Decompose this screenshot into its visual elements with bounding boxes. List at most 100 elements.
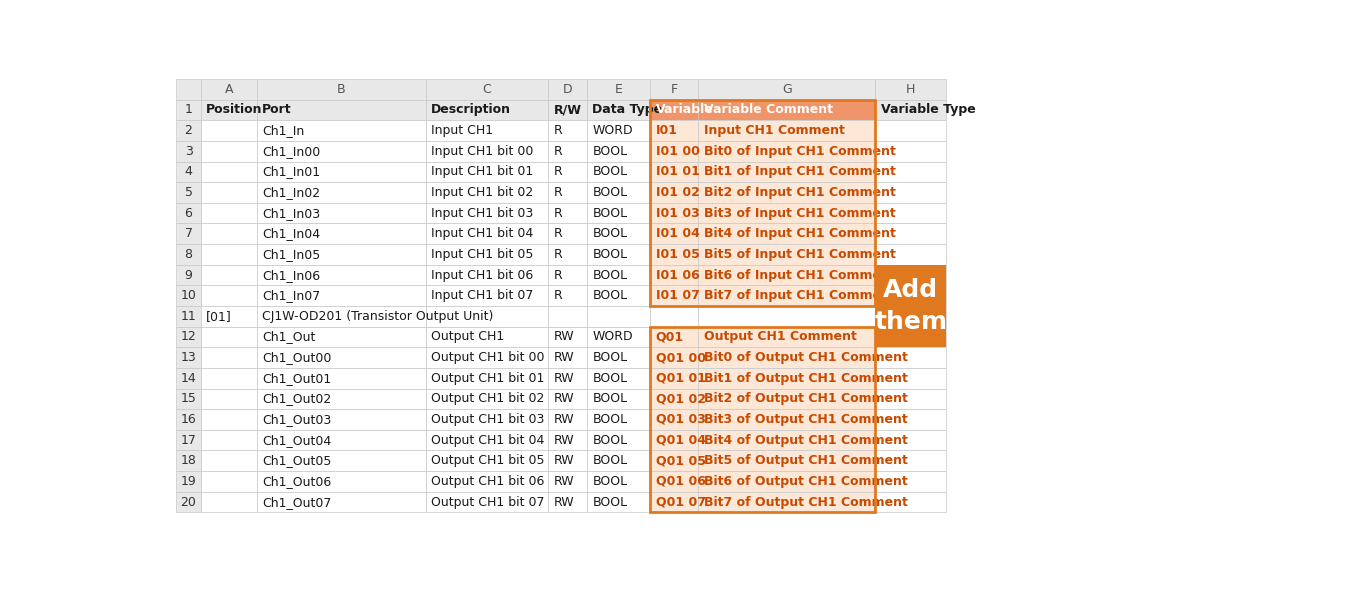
Text: RW: RW	[554, 495, 574, 509]
Text: BOOL: BOOL	[593, 351, 628, 364]
Bar	[548, 347, 587, 368]
Bar	[699, 430, 876, 450]
Text: Bit4 of Input CH1 Comment: Bit4 of Input CH1 Comment	[704, 227, 896, 240]
Bar	[699, 388, 876, 409]
Text: 9: 9	[185, 268, 193, 282]
Bar	[651, 285, 699, 306]
Bar	[876, 327, 947, 347]
Text: Bit2 of Output CH1 Comment: Bit2 of Output CH1 Comment	[704, 392, 908, 405]
Text: B: B	[337, 83, 346, 96]
Text: I01 06: I01 06	[656, 268, 699, 282]
Bar	[699, 100, 876, 120]
Bar	[651, 347, 699, 368]
Bar	[876, 265, 947, 285]
Text: Bit7 of Input CH1 Comment: Bit7 of Input CH1 Comment	[704, 289, 896, 302]
Text: 2: 2	[185, 124, 193, 137]
Bar	[201, 430, 257, 450]
Text: Data Type: Data Type	[593, 103, 663, 117]
Bar	[587, 203, 651, 223]
Text: 16: 16	[180, 413, 197, 426]
Bar	[548, 306, 587, 327]
Text: Output CH1 bit 06: Output CH1 bit 06	[431, 475, 544, 488]
Text: Bit6 of Input CH1 Comment: Bit6 of Input CH1 Comment	[704, 268, 896, 282]
Bar	[176, 347, 201, 368]
Text: Q01 02: Q01 02	[656, 392, 706, 405]
Bar	[257, 409, 426, 430]
Text: Bit3 of Output CH1 Comment: Bit3 of Output CH1 Comment	[704, 413, 908, 426]
Bar	[876, 388, 947, 409]
Text: Output CH1 bit 04: Output CH1 bit 04	[431, 433, 544, 447]
Text: Ch1_Out07: Ch1_Out07	[263, 495, 331, 509]
Bar	[548, 409, 587, 430]
Bar	[699, 450, 876, 471]
Bar	[426, 409, 548, 430]
Text: Bit0 of Input CH1 Comment: Bit0 of Input CH1 Comment	[704, 144, 896, 158]
Bar	[548, 79, 587, 100]
Bar	[201, 347, 257, 368]
Bar	[876, 161, 947, 182]
Bar	[876, 244, 947, 265]
Text: R: R	[554, 248, 562, 261]
Text: BOOL: BOOL	[593, 144, 628, 158]
Bar	[876, 120, 947, 141]
Bar	[651, 388, 699, 409]
Bar	[651, 450, 699, 471]
Bar	[876, 471, 947, 492]
Bar	[176, 471, 201, 492]
Bar	[201, 203, 257, 223]
Bar	[651, 327, 876, 512]
Bar	[651, 265, 699, 285]
Bar	[699, 141, 876, 161]
Text: RW: RW	[554, 330, 574, 344]
Text: I01 04: I01 04	[656, 227, 699, 240]
Bar	[201, 265, 257, 285]
Bar	[426, 430, 548, 450]
Bar	[426, 141, 548, 161]
Text: I01: I01	[656, 124, 678, 137]
Text: R: R	[554, 268, 562, 282]
Text: RW: RW	[554, 454, 574, 467]
Bar	[201, 100, 257, 120]
Bar	[426, 327, 548, 347]
Bar	[587, 492, 651, 512]
Bar	[548, 285, 587, 306]
Text: RW: RW	[554, 351, 574, 364]
Bar	[176, 327, 201, 347]
Text: R: R	[554, 227, 562, 240]
Text: Bit7 of Output CH1 Comment: Bit7 of Output CH1 Comment	[704, 495, 908, 509]
Text: Bit4 of Output CH1 Comment: Bit4 of Output CH1 Comment	[704, 433, 908, 447]
Text: Input CH1 bit 00: Input CH1 bit 00	[431, 144, 533, 158]
Bar	[651, 368, 699, 388]
Text: H: H	[907, 83, 916, 96]
Text: BOOL: BOOL	[593, 186, 628, 199]
Text: BOOL: BOOL	[593, 289, 628, 302]
Text: Description: Description	[431, 103, 511, 117]
Bar	[699, 306, 876, 327]
Bar	[699, 285, 876, 306]
Bar	[587, 327, 651, 347]
Text: Ch1_In04: Ch1_In04	[263, 227, 321, 240]
Bar	[426, 450, 548, 471]
Bar	[548, 161, 587, 182]
Bar	[176, 368, 201, 388]
Text: R: R	[554, 165, 562, 178]
Bar	[201, 492, 257, 512]
Text: Q01 05: Q01 05	[656, 454, 706, 467]
Bar	[548, 450, 587, 471]
Bar	[876, 182, 947, 203]
Text: Q01: Q01	[656, 330, 684, 344]
Bar	[426, 161, 548, 182]
Bar	[876, 79, 947, 100]
Text: [01]: [01]	[206, 310, 232, 323]
Bar	[257, 203, 426, 223]
Text: 4: 4	[185, 165, 193, 178]
Bar	[699, 79, 876, 100]
Bar	[548, 223, 587, 244]
Text: R: R	[554, 144, 562, 158]
Bar	[201, 471, 257, 492]
Bar	[699, 223, 876, 244]
Text: RW: RW	[554, 433, 574, 447]
Bar	[257, 100, 426, 120]
Text: I01 03: I01 03	[656, 206, 699, 220]
Bar	[201, 285, 257, 306]
